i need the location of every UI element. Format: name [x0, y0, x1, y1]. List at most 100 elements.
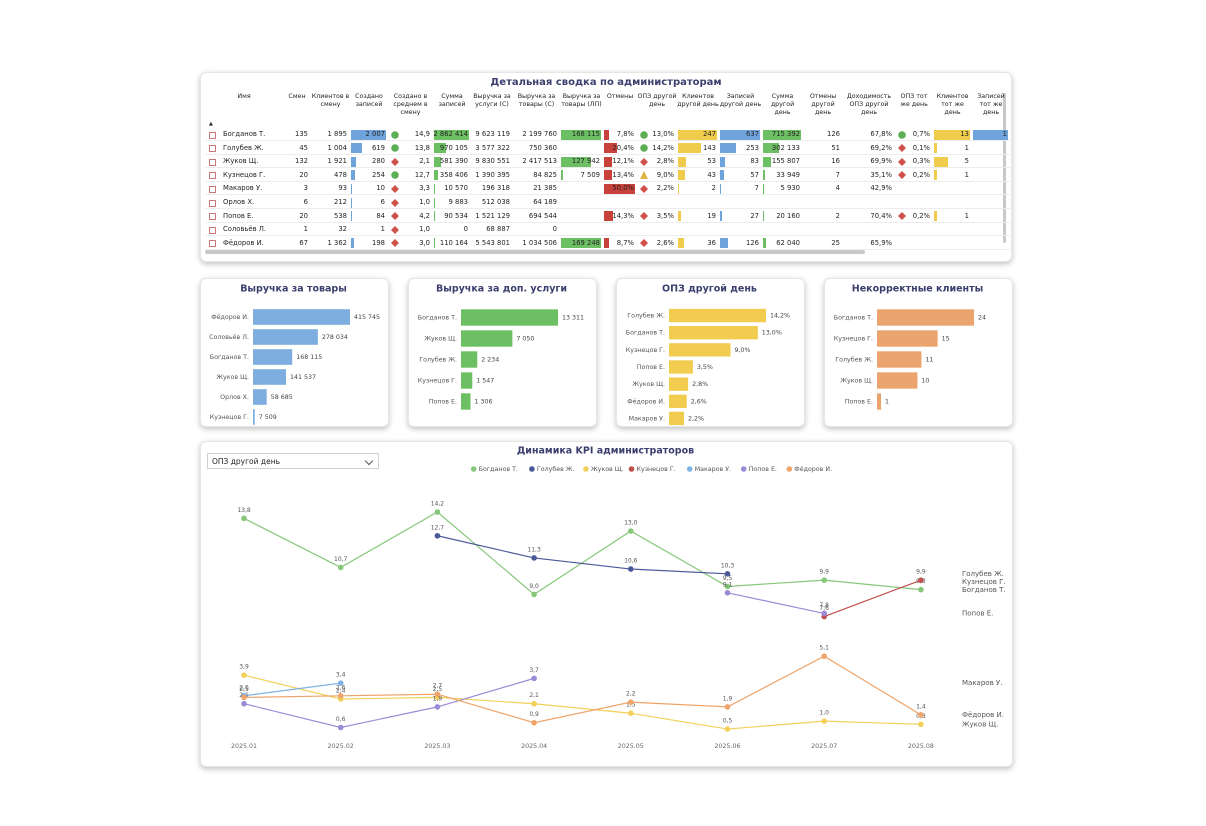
cell-text: 20	[299, 170, 308, 179]
table-cell: 1 362	[311, 237, 350, 250]
column-header: ОПЗ тот же день	[900, 93, 928, 108]
table-cell: 6	[350, 196, 388, 209]
kpi-dropdown[interactable]: ОПЗ другой день	[207, 453, 379, 469]
table-cell: 57	[719, 169, 762, 182]
table-cell	[762, 196, 803, 209]
icon-shape	[640, 171, 648, 180]
chart-panel	[200, 278, 389, 427]
cell-text: 637	[746, 130, 759, 138]
status-icon	[898, 157, 906, 166]
cell-text: 538	[334, 211, 347, 220]
expand-icon	[209, 131, 216, 139]
cell-text: 1 390 395	[475, 170, 510, 179]
table-cell: 32	[311, 223, 350, 237]
table-cell: 212	[311, 196, 350, 209]
cell-text: 14,2%	[652, 143, 674, 152]
table-cell: 13,4%	[603, 169, 637, 182]
icon-shape	[640, 157, 648, 166]
cell-text: 50,0%	[612, 184, 634, 193]
cell-text: 2	[835, 211, 840, 220]
icon-shape	[898, 144, 906, 153]
cell-text: 1 895	[327, 130, 347, 138]
table-cell: 1 034 506	[513, 237, 560, 250]
row-name: Богданов Т.	[205, 128, 283, 141]
expand-icon	[209, 240, 216, 248]
status-icon	[391, 157, 399, 166]
cell-text: 7	[835, 170, 840, 179]
cell-text: 3	[303, 184, 308, 193]
cell-text: 1 004	[327, 143, 347, 152]
cell-text: 7,8%	[616, 130, 634, 138]
table-cell: 5 930	[762, 182, 803, 196]
cell-text: 10 570	[444, 184, 468, 193]
cell-text: 43	[707, 170, 716, 179]
cell-text: 13	[960, 130, 969, 138]
data-bar	[934, 170, 937, 181]
table-cell: 538	[311, 210, 350, 223]
table-cell: 280	[350, 155, 388, 169]
column-header: Выручка за услуги (С)	[473, 93, 511, 108]
status-icon	[640, 171, 648, 180]
table-cell: 155 807	[762, 155, 803, 169]
cell-text: 9,0%	[656, 170, 674, 179]
row-name: Жуков Щ.	[205, 155, 283, 169]
table-cell: 168 115	[560, 128, 603, 141]
table-cell	[972, 237, 1010, 250]
table-cell: 1	[350, 223, 388, 237]
data-bar	[604, 129, 609, 140]
table-cell: 83	[719, 155, 762, 169]
icon-shape	[640, 144, 648, 152]
status-icon	[640, 184, 648, 193]
icon-shape	[640, 130, 648, 139]
cell-text: 84	[376, 211, 385, 220]
row-name: Кузнецов Г.	[205, 169, 283, 182]
column-header: Отмены другой день	[809, 93, 837, 116]
table-cell: 3,5%	[637, 210, 677, 223]
status-icon	[898, 130, 906, 139]
table-cell	[560, 210, 603, 223]
cell-text: 35,1%	[870, 170, 892, 179]
table-cell: 2,2%	[637, 182, 677, 196]
expand-icon	[209, 213, 216, 221]
cell-text: 212	[334, 198, 347, 206]
cell-text: 7	[754, 184, 759, 193]
cell-text: 2	[711, 184, 716, 193]
cell-text: 168 115	[571, 130, 600, 138]
icon-shape	[391, 130, 399, 139]
table-cell	[719, 196, 762, 209]
cell-text: 0,2%	[912, 211, 930, 220]
table-cell: 3 577 322	[471, 142, 513, 155]
table-cell	[762, 223, 803, 237]
table-cell: 1	[933, 142, 972, 155]
cell-text: 36	[707, 238, 716, 247]
table-cell: 20	[283, 210, 311, 223]
table-cell: 42,9%	[843, 182, 895, 196]
cell-text: 1,0	[419, 225, 430, 234]
column-header: Сумма другой день	[770, 93, 795, 116]
table-cell: 512 038	[471, 196, 513, 209]
table-cell: 619	[350, 142, 388, 155]
table-cell: 478	[311, 169, 350, 182]
table-cell: 10 570	[433, 182, 471, 196]
table-cell	[719, 223, 762, 237]
data-bar	[434, 211, 436, 222]
cell-text: 13,8	[414, 143, 430, 152]
table-cell: 70,4%	[843, 210, 895, 223]
cell-text: 65,9%	[870, 238, 892, 247]
cell-text: 196 318	[481, 184, 510, 193]
data-bar	[561, 170, 563, 181]
cell-text: 64 189	[533, 198, 557, 206]
cell-text: 2 862 414	[433, 130, 468, 138]
cell-text: 126	[827, 130, 840, 138]
cell-text: Макаров У.	[223, 184, 263, 193]
status-icon	[391, 239, 399, 248]
table-cell	[933, 237, 972, 250]
table-cell: 84 825	[513, 169, 560, 182]
table-cell	[560, 142, 603, 155]
expand-icon	[209, 145, 216, 153]
table-cell: 2 862 414	[433, 128, 471, 141]
data-bar	[604, 183, 635, 194]
data-bar	[678, 143, 701, 154]
table-cell: 1	[283, 223, 311, 237]
table-cell: 715 392	[762, 128, 803, 141]
